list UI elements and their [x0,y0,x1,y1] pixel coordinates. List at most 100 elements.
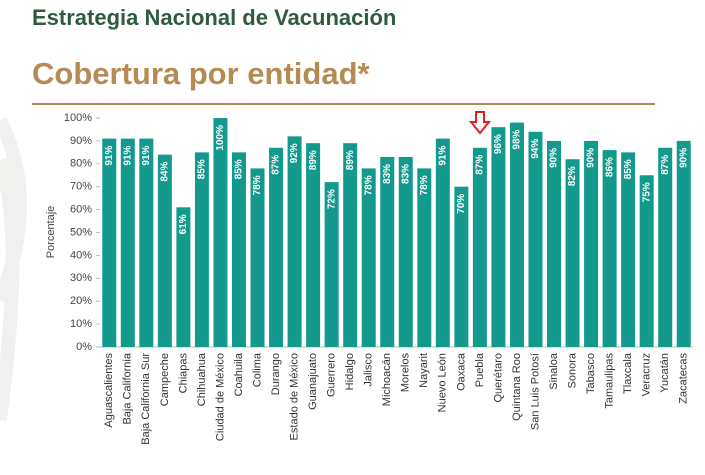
bar [639,175,654,347]
y-tick-label: 50% [70,226,92,238]
value-label: 82% [567,166,578,186]
bar [472,147,487,347]
value-label: 94% [530,139,541,159]
value-label: 85% [623,159,634,179]
bar [491,127,506,347]
value-label: 89% [345,150,356,170]
y-tick-label: 40% [70,249,92,261]
value-label: 90% [549,148,560,168]
y-tick-label: 10% [70,318,92,330]
x-tick-label: Jalisco [363,353,375,387]
value-label: 91% [122,146,133,166]
x-tick-label: Puebla [474,352,486,387]
x-tick-label: Oaxaca [455,352,467,391]
x-tick-label: San Luis Potosí [529,353,541,430]
x-tick-label: Durango [270,353,282,395]
x-tick-label: Veracruz [641,353,653,396]
x-tick-label: Aguascalientes [103,353,115,428]
bar [102,138,117,347]
bar [528,131,543,347]
bar [269,147,284,347]
bar [658,147,673,347]
value-label: 84% [160,162,171,182]
x-tick-label: Yucatán [659,353,671,393]
x-tick-label: Coahuila [233,352,245,396]
bar [361,168,376,347]
y-tick-label: 80% [70,158,92,170]
y-tick-label: 90% [70,135,92,147]
x-tick-label: Colima [251,352,263,387]
bar [176,207,191,347]
value-label: 92% [289,143,300,163]
bar [250,168,265,347]
y-tick-label: 30% [70,272,92,284]
x-tick-label: Morelos [400,353,412,393]
value-label: 90% [586,148,597,168]
bar [306,143,321,347]
value-label: 89% [308,150,319,170]
y-tick-label: 100% [64,112,92,124]
bar [547,140,562,347]
bar [120,138,135,347]
value-label: 91% [437,146,448,166]
value-label: 78% [419,175,430,195]
value-label: 98% [512,129,523,149]
x-tick-label: Tlaxcala [622,352,634,394]
bar [676,140,691,347]
x-tick-label: Quintana Roo [511,353,523,421]
value-label: 61% [178,214,189,234]
value-label: 87% [660,155,671,175]
value-label: 75% [641,182,652,202]
decoration [0,116,27,421]
value-label: 87% [475,155,486,175]
x-tick-label: Sinaloa [548,352,560,390]
x-tick-label: Baja California [122,352,134,424]
highlight-arrow [468,111,492,135]
bar [324,182,339,347]
value-label: 70% [456,194,467,214]
bar [565,159,580,347]
bar [287,136,302,347]
x-tick-label: Zacatecas [678,353,690,404]
value-label: 91% [104,146,115,166]
x-tick-label: Tabasco [585,353,597,394]
y-tick-label: 20% [70,295,92,307]
value-label: 72% [326,189,337,209]
x-tick-label: Querétaro [492,353,504,403]
x-tick-label: Nuevo León [437,353,449,412]
bar [139,138,154,347]
x-tick-label: Sonora [566,352,578,388]
bar [157,154,172,347]
value-label: 83% [400,164,411,184]
value-label: 91% [141,146,152,166]
bar [509,122,524,347]
x-tick-label: Guerrero [326,353,338,397]
value-label: 78% [363,175,374,195]
value-label: 85% [234,159,245,179]
x-tick-label: Baja California Sur [140,353,152,445]
value-label: 96% [493,134,504,154]
x-tick-label: Chiapas [177,353,189,394]
value-label: 86% [604,157,615,177]
bar [621,152,636,347]
bar [194,152,209,347]
bar [454,186,469,347]
value-label: 78% [252,175,263,195]
bar [380,156,395,347]
x-tick-label: Hidalgo [344,353,356,390]
y-axis-label: Porcentaje [45,206,57,259]
slide-subtitle: Cobertura por entidad* [32,56,371,91]
y-tick-label: 70% [70,181,92,193]
x-tick-label: Nayarit [418,353,430,388]
y-tick-label: 0% [76,341,92,353]
bar [584,140,599,347]
value-label: 100% [215,125,226,151]
bar [343,143,358,347]
value-label: 90% [678,148,689,168]
bar [602,150,617,347]
slide-title: Estrategia Nacional de Vacunación [32,5,396,30]
bar [213,118,228,347]
x-tick-label: Michoacán [381,353,393,406]
x-tick-label: Ciudad de México [214,353,226,441]
